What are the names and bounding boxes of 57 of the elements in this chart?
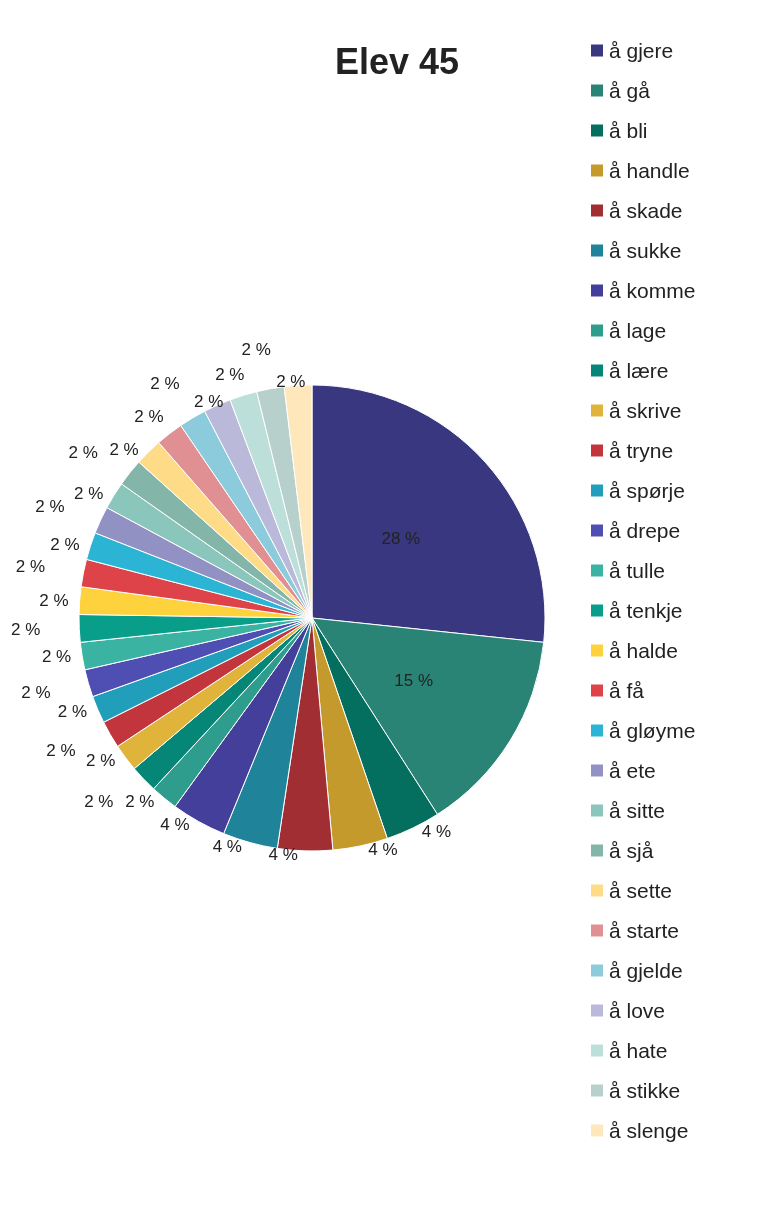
data-label: 2 % [150,374,180,394]
data-label: 2 % [21,682,51,702]
data-label: 2 % [134,406,164,426]
data-label: 28 % [381,528,421,548]
legend-label: å gløyme [609,719,696,742]
data-label: 2 % [215,364,245,384]
legend-label: å sjå [609,839,654,862]
legend-label: å bli [609,119,648,142]
legend-label: å drepe [609,519,681,542]
data-label: 4 % [268,845,298,865]
data-label: 2 % [57,701,88,721]
legend-label: å gjelde [609,959,683,982]
legend-label: å gå [609,79,651,102]
data-label: 2 % [193,391,224,411]
legend-label: å sitte [609,799,666,822]
legend-label: å slenge [609,1119,689,1142]
legend-label: å komme [609,279,696,302]
legend-label: å lære [609,359,669,382]
legend-label: å tulle [609,559,666,582]
data-label: 15 % [394,671,434,691]
legend-label: å lage [609,319,667,342]
data-label: 4 % [421,822,452,842]
legend-label: å spørje [609,479,685,502]
data-label: 2 % [46,741,76,760]
legend-label: å sette [609,879,673,902]
data-label: 4 % [212,836,242,856]
chart-title: Elev 45 [334,40,460,82]
legend-label: å ete [609,759,656,782]
data-label: 2 % [39,590,69,610]
data-label: 2 % [276,371,306,391]
data-label: 2 % [10,620,41,640]
data-label: 4 % [368,840,398,860]
legend-label: å love [609,999,666,1022]
legend-label: å tryne [609,439,674,462]
legend-label: å hate [609,1039,668,1062]
legend-label: å halde [609,639,678,662]
data-label: 2 % [41,647,72,667]
data-label: 2 % [15,557,45,577]
legend-label: å handle [609,159,690,182]
legend-label: å få [609,679,645,702]
data-label: 2 % [86,750,116,770]
legend-label: å gjere [609,39,674,62]
data-label: 2 % [74,483,104,503]
legend-label: å sukke [609,239,682,262]
data-label: 2 % [125,791,155,811]
data-label: 2 % [68,443,98,463]
data-label: 2 % [50,535,80,555]
legend-label: å stikke [609,1079,681,1102]
legend-label: å tenkje [609,599,683,622]
data-label: 2 % [84,791,114,811]
data-label: 4 % [160,815,190,835]
data-label: 2 % [109,439,139,459]
legend-label: å skade [609,199,683,222]
data-label: 2 % [241,339,271,359]
legend-label: å starte [609,919,680,942]
legend-label: å skrive [609,399,682,422]
data-label: 2 % [35,497,65,517]
